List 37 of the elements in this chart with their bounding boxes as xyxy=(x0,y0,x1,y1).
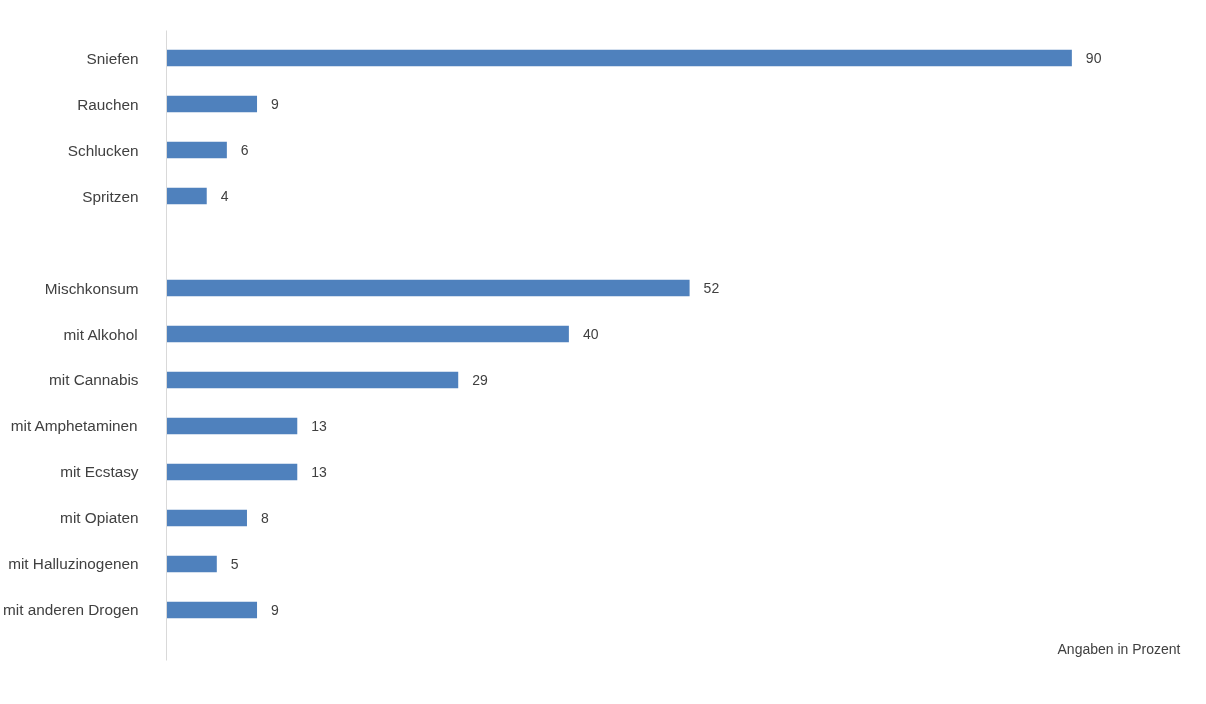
bar xyxy=(166,141,227,159)
y-tick-label: Mischkonsum xyxy=(44,279,139,297)
data-label: 5 xyxy=(230,555,239,572)
y-tick-label: Rauchen xyxy=(77,95,139,113)
bar xyxy=(166,49,1072,67)
y-tick-label: mit Alkohol xyxy=(63,325,138,343)
data-label: 29 xyxy=(472,371,489,388)
y-tick-label: Schlucken xyxy=(67,141,139,159)
y-tick-label: mit anderen Drogen xyxy=(3,601,139,619)
data-label: 8 xyxy=(260,509,269,526)
y-tick-label: Spritzen xyxy=(82,187,139,205)
y-tick-label: Sniefen xyxy=(86,49,139,67)
bar xyxy=(166,509,247,527)
data-label: 13 xyxy=(311,463,328,480)
data-label: 52 xyxy=(703,280,720,297)
data-label: 90 xyxy=(1085,50,1102,67)
bar xyxy=(166,95,258,113)
bar xyxy=(166,417,298,435)
y-tick-label: mit Amphetaminen xyxy=(10,417,138,435)
bar xyxy=(166,371,459,389)
y-tick-label: mit Ecstasy xyxy=(60,463,139,481)
y-tick-label: mit Cannabis xyxy=(49,371,139,389)
data-label: 40 xyxy=(582,326,599,342)
y-tick-label: mit Opiaten xyxy=(60,509,139,527)
y-tick-label: mit Halluzinogenen xyxy=(8,555,139,573)
data-label: 4 xyxy=(220,188,229,205)
annotation: Angaben in Prozent xyxy=(1057,640,1181,657)
data-label: 6 xyxy=(240,142,249,159)
data-label: 9 xyxy=(271,96,280,113)
data-label: 13 xyxy=(311,417,328,434)
data-label: 9 xyxy=(271,601,280,618)
bar xyxy=(166,187,207,205)
bar xyxy=(166,279,690,297)
bar xyxy=(166,325,569,343)
bar xyxy=(166,463,298,481)
bar xyxy=(166,555,217,573)
bar xyxy=(166,601,258,619)
